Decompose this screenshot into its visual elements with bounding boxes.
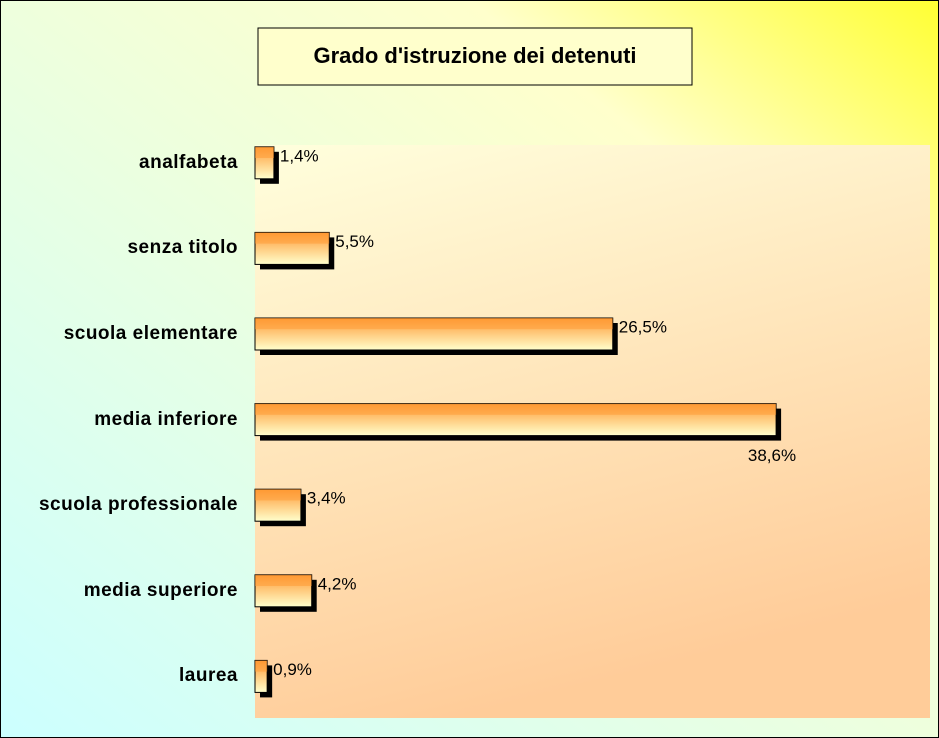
value-label: 0,9%: [273, 660, 312, 679]
bar-tint: [255, 232, 330, 244]
value-label: 1,4%: [280, 146, 319, 165]
category-label-box: senza titolo: [8, 208, 238, 288]
value-label: 3,4%: [307, 489, 346, 508]
category-label-box: scuola professionale: [8, 465, 238, 545]
bar-tint: [255, 574, 312, 586]
category-label-box: analfabeta: [8, 123, 238, 203]
value-label: 38,6%: [748, 446, 796, 465]
bar-tint: [255, 660, 268, 672]
bar-tint: [255, 318, 613, 330]
category-label: media inferiore: [94, 408, 238, 430]
category-label-box: scuola elementare: [8, 294, 238, 374]
value-label: 26,5%: [619, 317, 667, 336]
title-box: [257, 27, 693, 86]
bar-tint: [255, 403, 777, 415]
category-label-box: media inferiore: [8, 380, 238, 460]
category-label: scuola professionale: [38, 494, 238, 516]
category-label: analfabeta: [139, 151, 238, 173]
bar-tint: [255, 146, 274, 158]
value-label: 4,2%: [318, 574, 357, 593]
category-label: media superiore: [83, 579, 238, 601]
category-label-box: media superiore: [8, 551, 238, 631]
category-label: scuola elementare: [63, 323, 238, 344]
bar-tint: [255, 489, 301, 501]
category-label: laurea: [179, 665, 238, 687]
chart-title: Grado d'istruzione dei detenuti: [313, 43, 636, 68]
category-label-box: laurea: [8, 636, 238, 716]
category-label: senza titolo: [127, 237, 238, 259]
value-label: 5,5%: [335, 232, 374, 251]
